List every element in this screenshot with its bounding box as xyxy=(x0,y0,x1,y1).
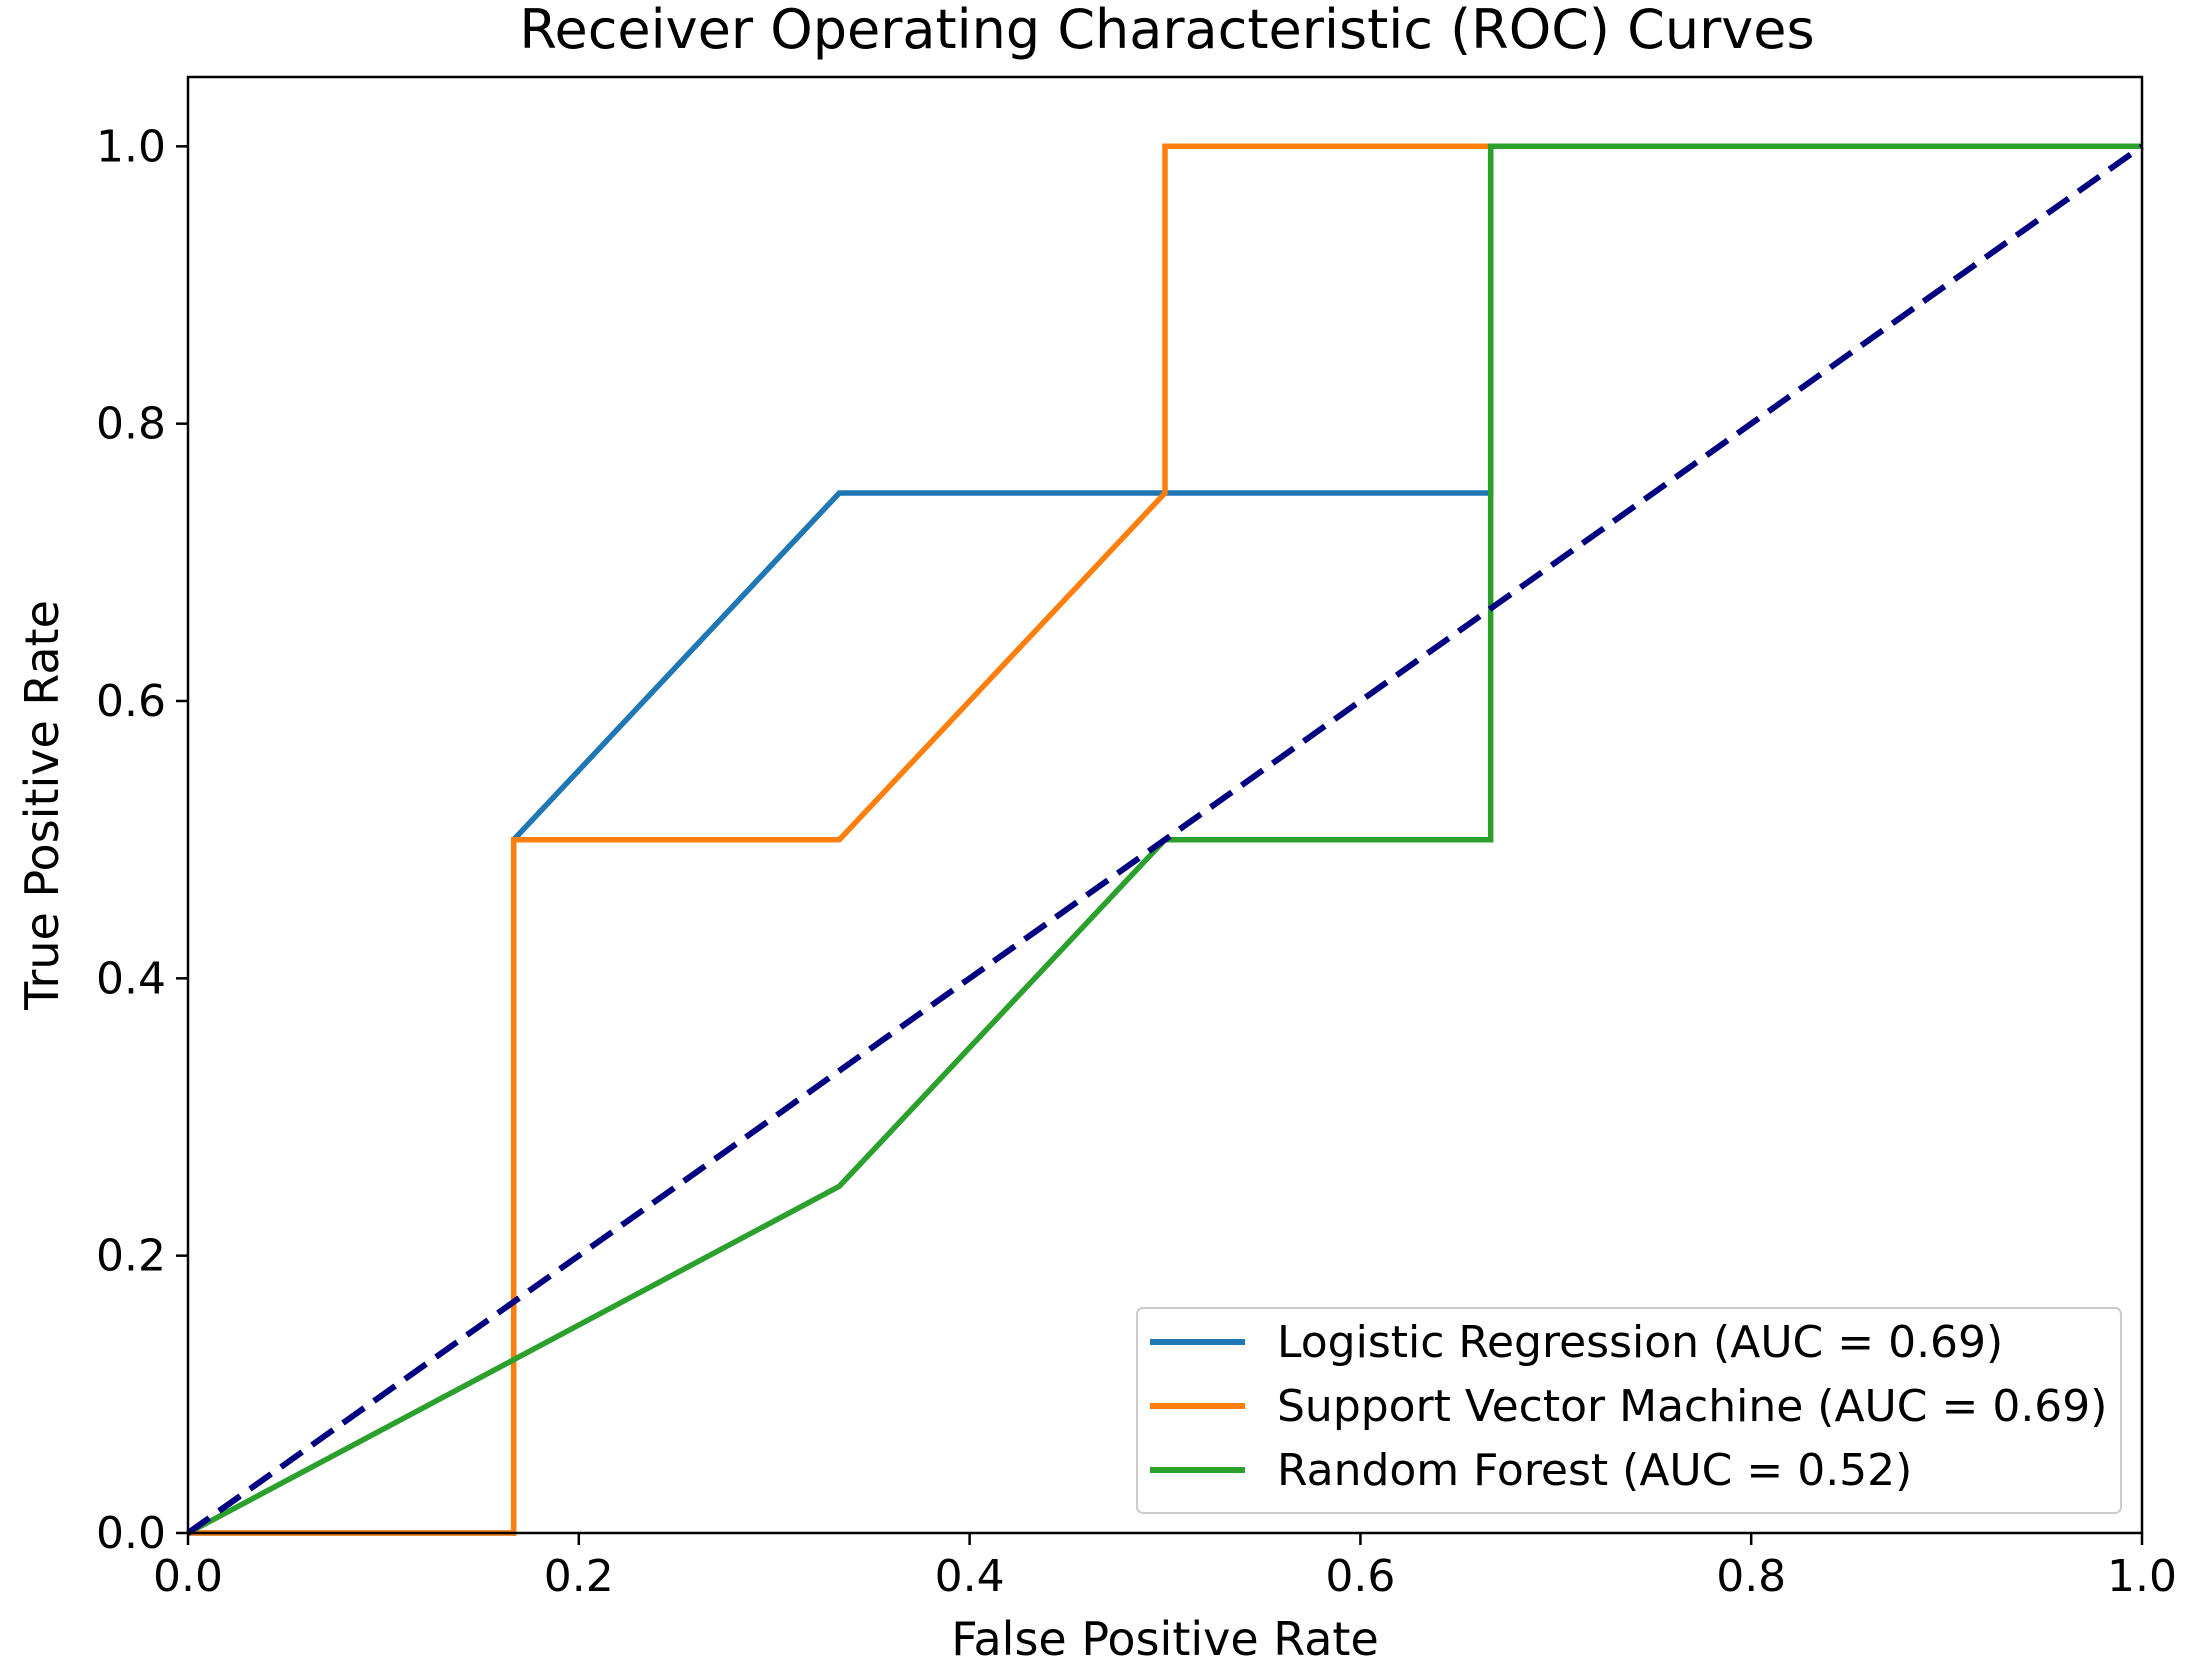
x-tick-label: 0.4 xyxy=(935,1551,1005,1602)
y-tick-label: 0.8 xyxy=(96,399,166,450)
x-tick-label: 0.2 xyxy=(544,1551,614,1602)
x-axis-ticks: 0.0 0.2 0.4 0.6 0.8 1.0 xyxy=(153,1533,2177,1602)
series-line-chance-diagonal xyxy=(186,143,2144,1536)
series-line-support-vector-machine xyxy=(188,143,2142,1536)
legend-label: Random Forest (AUC = 0.52) xyxy=(1277,1445,1912,1496)
legend-entries: Logistic Regression (AUC = 0.69) Support … xyxy=(1150,1317,2107,1496)
x-tick-label: 0.6 xyxy=(1325,1551,1395,1602)
x-axis-label: False Positive Rate xyxy=(951,1612,1379,1666)
legend: Logistic Regression (AUC = 0.69) Support … xyxy=(1136,1307,2122,1514)
y-tick-label: 0.6 xyxy=(96,676,166,727)
plot-frame xyxy=(186,75,2144,1535)
chart-title: Receiver Operating Characteristic (ROC) … xyxy=(519,0,1814,61)
x-tick-label: 0.0 xyxy=(153,1551,223,1602)
legend-frame xyxy=(1136,1307,2122,1514)
plot-series xyxy=(186,143,2144,1536)
y-tick-label: 0.0 xyxy=(96,1508,166,1559)
y-axis-label: True Positive Rate xyxy=(15,600,69,1011)
x-tick-label: 1.0 xyxy=(2107,1551,2177,1602)
y-tick-label: 0.2 xyxy=(96,1231,166,1282)
legend-label: Support Vector Machine (AUC = 0.69) xyxy=(1277,1381,2107,1432)
y-axis-ticks: 0.0 0.2 0.4 0.6 0.8 1.0 xyxy=(96,121,188,1559)
x-tick-label: 0.8 xyxy=(1716,1551,1786,1602)
y-tick-label: 0.4 xyxy=(96,953,166,1004)
legend-label: Logistic Regression (AUC = 0.69) xyxy=(1277,1317,2003,1368)
y-tick-label: 1.0 xyxy=(96,121,166,172)
